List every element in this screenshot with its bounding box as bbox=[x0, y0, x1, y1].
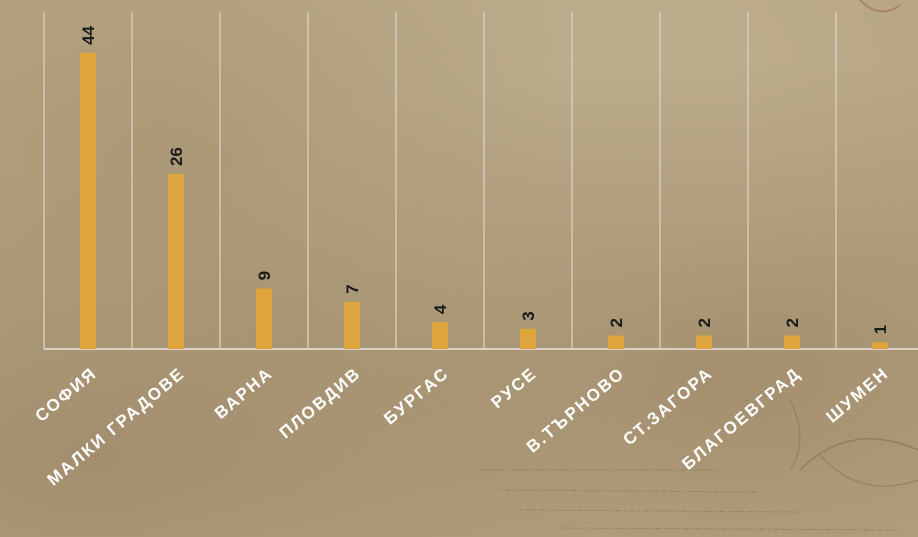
category-label: ВАРНА bbox=[211, 364, 277, 423]
value-labels: 44 26 9 7 4 3 2 2 2 1 bbox=[79, 25, 890, 334]
category-label: ПЛОВДИВ bbox=[276, 364, 365, 443]
value-label: 44 bbox=[79, 25, 98, 44]
category-label: СОФИЯ bbox=[32, 364, 101, 426]
bar bbox=[784, 335, 800, 349]
bar bbox=[872, 342, 888, 349]
bar bbox=[80, 52, 96, 349]
gridlines bbox=[43, 12, 918, 350]
category-label: БУРГАС bbox=[380, 364, 452, 429]
bar bbox=[520, 328, 536, 349]
category-label: РУСЕ bbox=[488, 364, 541, 413]
value-label: 26 bbox=[167, 147, 186, 166]
bar bbox=[168, 174, 184, 349]
category-label: ШУМЕН bbox=[823, 364, 893, 427]
value-label: 9 bbox=[255, 271, 274, 280]
bar bbox=[432, 322, 448, 349]
value-label: 4 bbox=[431, 304, 450, 314]
value-label: 3 bbox=[519, 311, 538, 320]
bar bbox=[608, 335, 624, 349]
value-label: 7 bbox=[343, 284, 362, 293]
bar bbox=[344, 301, 360, 349]
value-label: 1 bbox=[871, 325, 890, 334]
value-label: 2 bbox=[695, 318, 714, 327]
bars bbox=[80, 52, 888, 349]
value-label: 2 bbox=[783, 318, 802, 327]
bar bbox=[256, 288, 272, 349]
bar bbox=[696, 335, 712, 349]
parchment-sketch bbox=[480, 0, 918, 531]
category-label: СТ.ЗАГОРА bbox=[620, 364, 717, 450]
value-label: 2 bbox=[607, 318, 626, 327]
